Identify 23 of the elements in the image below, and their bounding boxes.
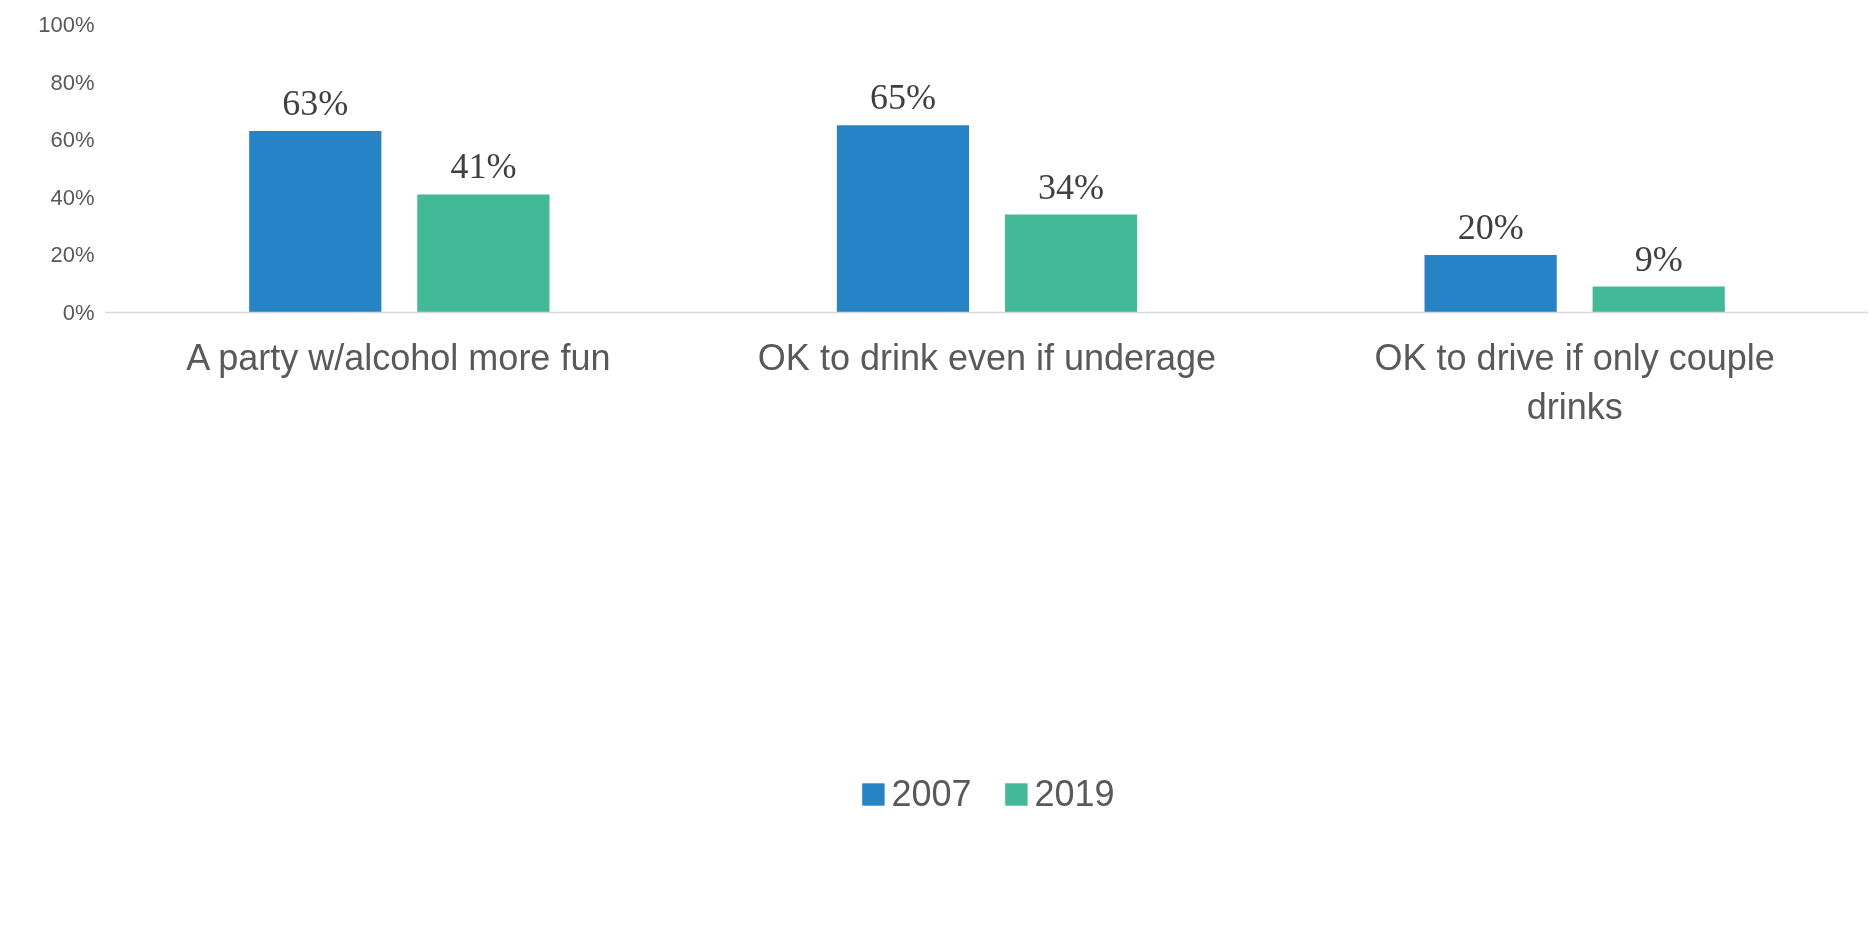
- legend-label: 2007: [891, 772, 972, 815]
- x-tick-label: OK to drink even if underage: [757, 336, 1217, 378]
- y-tick-label: 0%: [62, 300, 95, 325]
- bar: [1004, 214, 1138, 313]
- x-tick-label: A party w/alcohol more fun: [186, 336, 611, 378]
- data-label: 65%: [869, 77, 936, 118]
- bar: [249, 131, 382, 313]
- bar: [417, 194, 550, 313]
- data-label: 20%: [1457, 206, 1524, 247]
- x-tick-label: OK to drive if only couple drinks: [1374, 336, 1775, 427]
- y-tick-label: 80%: [50, 69, 95, 95]
- y-tick-label: 20%: [50, 242, 95, 268]
- bar: [1424, 254, 1557, 313]
- y-tick-label: 100%: [38, 12, 95, 37]
- bar: [836, 125, 970, 313]
- data-label: 41%: [450, 146, 517, 187]
- data-label: 63%: [282, 83, 349, 124]
- y-tick-label: 60%: [50, 127, 95, 153]
- legend-label: 2019: [1034, 772, 1115, 815]
- data-label: 34%: [1038, 166, 1105, 207]
- y-tick-label: 40%: [50, 184, 95, 210]
- bar: [1592, 286, 1725, 313]
- data-label: 9%: [1634, 238, 1683, 279]
